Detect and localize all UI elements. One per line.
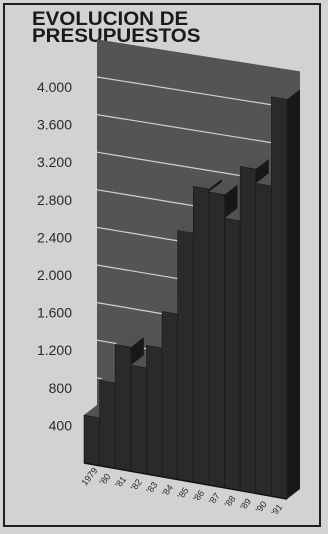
bar-front (146, 344, 163, 478)
bar-front (114, 344, 132, 472)
bar-front (239, 166, 257, 494)
bar-front (130, 364, 147, 475)
y-tick-label: 4.000 (37, 79, 72, 95)
x-tick-label: '84 (160, 483, 175, 498)
x-tick-label: '83 (144, 480, 159, 495)
x-tick-label: '91 (269, 502, 284, 517)
bar-top (208, 181, 238, 195)
x-tick-label: '87 (207, 491, 222, 506)
x-tick-label: '89 (238, 497, 253, 512)
x-tick-label: '81 (113, 474, 128, 489)
chart-title: EVOLUCION DE PRESUPUESTOS (32, 9, 201, 47)
bar (271, 86, 300, 500)
bar-front (161, 311, 178, 480)
y-tick-label: 1.600 (37, 305, 72, 321)
x-tick-label: '85 (176, 485, 191, 500)
y-tick-label: 1.200 (37, 342, 72, 358)
chart-title-line-1: EVOLUCION DE (32, 9, 189, 30)
gridline (96, 114, 301, 148)
y-tick-label: 2.000 (37, 267, 72, 283)
bar-front (224, 217, 241, 492)
bar-front (193, 185, 210, 486)
baseline (83, 462, 288, 500)
y-tick-label: 2.800 (37, 192, 72, 208)
bar-top (193, 176, 222, 190)
bar-side (287, 89, 300, 499)
bars (83, 86, 300, 500)
bar-front (255, 182, 272, 497)
x-tick-label: '90 (254, 499, 269, 514)
x-tick-label: '88 (222, 494, 237, 509)
bar-top (115, 334, 144, 348)
x-tick-label: '82 (129, 477, 144, 492)
x-tick-label: '80 (98, 472, 113, 487)
gridline (96, 76, 301, 110)
y-tick-label: 800 (49, 380, 73, 396)
y-axis-labels: 4.000 3.600 3.200 2.800 2.400 2.000 1.600 1.200… (37, 79, 72, 433)
bar-front (83, 414, 100, 467)
y-tick-label: 400 (49, 417, 73, 433)
bar-front (271, 96, 288, 500)
bar-front (99, 379, 116, 469)
bar-top (240, 156, 269, 170)
y-tick-label: 2.400 (37, 229, 72, 245)
bar-top (271, 86, 300, 100)
bar-front (208, 191, 225, 489)
x-tick-label: 1979 (79, 466, 99, 488)
x-tick-label: '86 (191, 488, 206, 503)
y-tick-label: 3.200 (37, 154, 72, 170)
y-tick-label: 3.600 (37, 117, 72, 133)
bar-front (177, 230, 194, 483)
chart-title-line-2: PRESUPUESTOS (32, 26, 201, 47)
